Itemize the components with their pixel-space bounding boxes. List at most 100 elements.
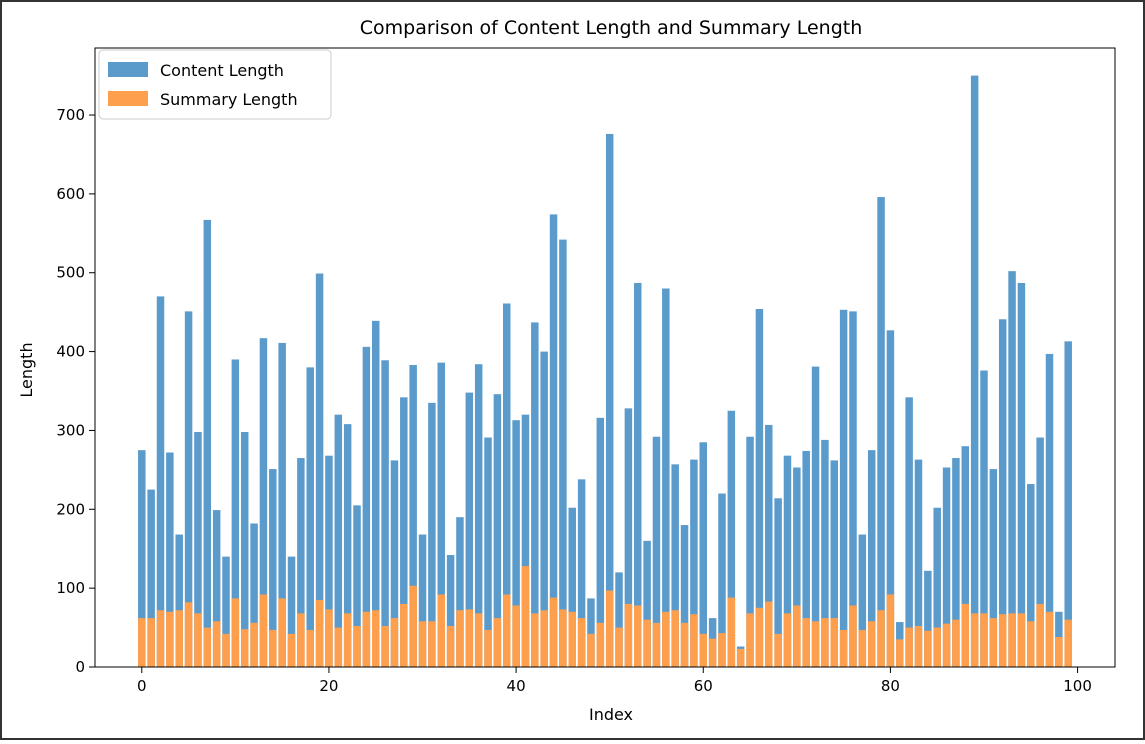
- content-length-bar-29: [409, 364, 417, 667]
- summary-length-bar-78: [867, 621, 876, 667]
- summary-length-bar-74: [830, 618, 839, 667]
- summary-length-bar-41: [521, 566, 530, 667]
- summary-length-bar-94: [1017, 613, 1026, 667]
- summary-length-bar-57: [671, 610, 679, 667]
- content-length-bar-22: [343, 424, 352, 667]
- content-length-bar-8: [212, 510, 221, 667]
- summary-length-bar-11: [240, 629, 249, 667]
- content-length-bar-31: [428, 402, 436, 667]
- content-length-bar-63: [727, 410, 736, 667]
- content-length-bar-46: [568, 507, 576, 667]
- summary-length-bar-80: [886, 594, 895, 667]
- content-length-bar-59: [690, 459, 698, 667]
- summary-length-bar-40: [512, 605, 520, 667]
- summary-length-bar-13: [259, 594, 268, 667]
- content-length-bar-0: [138, 450, 146, 667]
- summary-length-bar-17: [297, 613, 305, 667]
- summary-length-bar-89: [970, 613, 979, 667]
- summary-length-bar-67: [765, 601, 773, 667]
- summary-length-bar-77: [858, 629, 867, 667]
- content-length-bar-72: [811, 366, 820, 667]
- content-length-bar-73: [821, 439, 829, 667]
- content-length-bar-36: [474, 364, 483, 667]
- summary-length-bar-53: [634, 605, 642, 667]
- content-length-bar-14: [269, 469, 277, 667]
- summary-length-bar-16: [287, 633, 296, 667]
- summary-length-bar-98: [1055, 637, 1063, 667]
- content-length-bar-75: [839, 309, 848, 667]
- summary-length-bar-72: [811, 621, 820, 667]
- content-length-bar-47: [577, 479, 586, 667]
- summary-length-bar-82: [905, 627, 913, 667]
- summary-length-bar-27: [390, 618, 399, 667]
- summary-length-bar-22: [343, 613, 352, 667]
- content-length-bar-35: [465, 392, 474, 667]
- summary-length-bar-20: [325, 609, 333, 667]
- summary-length-bar-24: [362, 611, 371, 667]
- content-length-bar-16: [287, 556, 296, 667]
- content-length-bar-11: [240, 432, 249, 667]
- plot-area-frame: [94, 47, 1116, 668]
- content-length-bar-58: [680, 525, 689, 667]
- summary-length-bar-85: [933, 627, 941, 667]
- summary-length-bar-15: [278, 598, 286, 667]
- content-length-bar-90: [980, 370, 988, 667]
- content-length-bar-41: [521, 414, 530, 667]
- summary-length-bar-9: [222, 633, 230, 667]
- legend-label-content-length: Content Length: [160, 61, 284, 80]
- content-length-bar-78: [867, 450, 876, 667]
- y-tick-label-200: 200: [56, 500, 85, 518]
- summary-length-bar-70: [793, 605, 801, 667]
- summary-length-bar-1: [147, 618, 155, 667]
- x-tick-label-40: 40: [507, 677, 526, 695]
- content-length-bar-92: [998, 319, 1007, 667]
- content-length-bar-83: [914, 459, 923, 667]
- summary-length-bar-90: [980, 613, 988, 667]
- summary-length-bar-63: [727, 597, 736, 667]
- content-length-bar-77: [858, 534, 867, 667]
- summary-length-bar-52: [624, 603, 633, 667]
- content-length-bar-26: [381, 360, 389, 667]
- legend-swatch-summary-length: [108, 91, 148, 106]
- summary-length-bar-0: [138, 618, 146, 667]
- summary-length-bar-61: [708, 638, 717, 667]
- summary-length-bar-5: [184, 602, 193, 667]
- summary-length-bar-81: [896, 639, 904, 667]
- content-length-bar-1: [147, 489, 155, 667]
- content-length-bar-87: [952, 458, 960, 667]
- content-length-bar-69: [783, 455, 792, 667]
- content-length-bar-12: [250, 523, 258, 667]
- content-length-bar-4: [175, 534, 183, 667]
- summary-length-bar-32: [437, 594, 445, 667]
- chart-title: Comparison of Content Length and Summary…: [360, 17, 863, 39]
- content-length-bar-33: [446, 555, 455, 667]
- summary-length-bar-86: [942, 623, 951, 667]
- summary-length-bar-55: [652, 622, 661, 667]
- summary-length-bar-49: [596, 622, 605, 667]
- content-length-bar-2: [156, 296, 165, 667]
- content-length-bar-23: [353, 505, 361, 667]
- summary-length-bar-3: [166, 611, 174, 667]
- content-length-bar-39: [503, 303, 511, 667]
- summary-length-bar-91: [989, 618, 998, 667]
- content-length-bar-60: [699, 442, 707, 667]
- summary-length-bar-56: [662, 611, 670, 667]
- x-axis-label: Index: [589, 705, 633, 724]
- legend-label-summary-length: Summary Length: [160, 90, 298, 109]
- content-length-bar-40: [512, 420, 520, 667]
- content-length-bar-45: [559, 239, 567, 668]
- content-length-bar-97: [1045, 353, 1054, 667]
- content-length-bar-19: [315, 273, 324, 667]
- content-length-bar-28: [400, 397, 408, 667]
- summary-length-bar-4: [175, 610, 183, 667]
- summary-length-bar-60: [699, 633, 707, 667]
- summary-length-bar-45: [559, 609, 567, 667]
- content-length-bar-3: [166, 452, 174, 667]
- summary-length-bar-73: [821, 618, 829, 667]
- summary-length-bar-30: [418, 621, 427, 667]
- content-length-bar-34: [456, 517, 464, 667]
- content-length-bar-18: [306, 367, 314, 667]
- summary-length-bar-48: [587, 633, 595, 667]
- y-axis: 0 100 200 300 400 500 600 700: [56, 106, 95, 676]
